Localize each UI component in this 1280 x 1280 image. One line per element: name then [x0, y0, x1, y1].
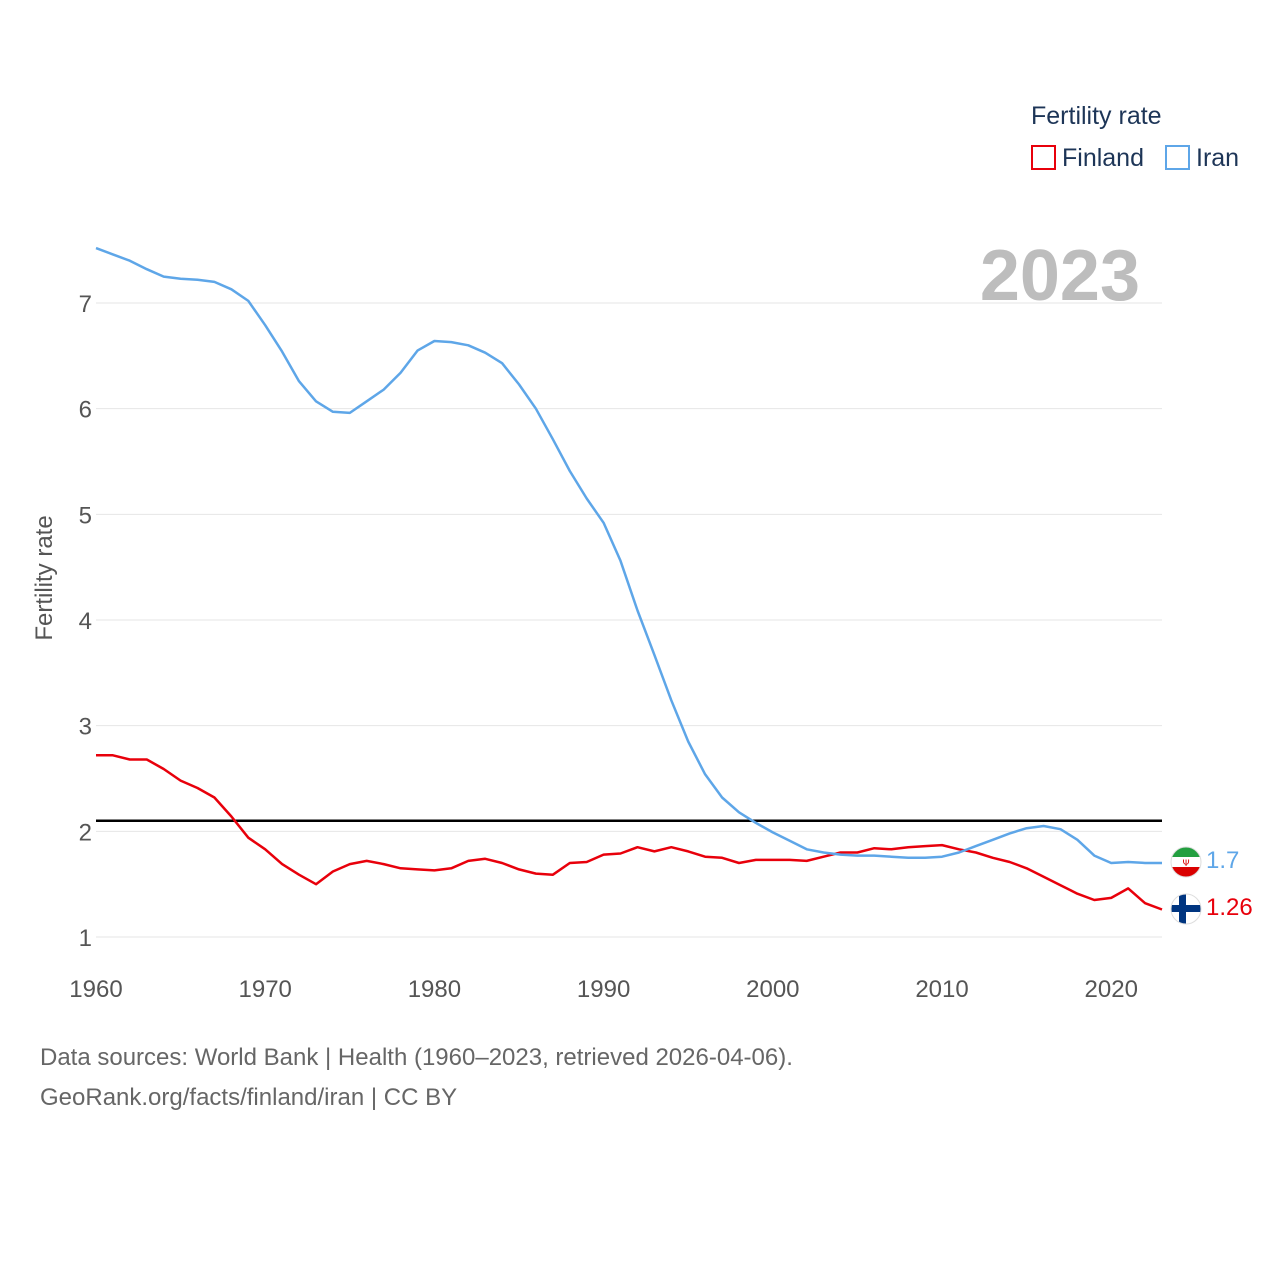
current-year-display: 2023	[980, 236, 1140, 316]
legend-item-iran[interactable]: Iran	[1165, 144, 1239, 172]
y-tick-label: 6	[79, 397, 92, 424]
x-tick-label: 2000	[746, 976, 799, 1003]
finland-end-value: 1.26	[1206, 894, 1253, 921]
series-line-finland[interactable]	[96, 754, 1163, 911]
legend: Fertility rate Finland Iran	[1031, 102, 1239, 172]
x-tick-label: 1990	[577, 976, 630, 1003]
y-tick-label: 4	[79, 608, 92, 635]
finland-flag-icon	[1170, 893, 1202, 925]
y-tick-label: 7	[79, 291, 92, 318]
series-lines	[95, 246, 1163, 911]
x-tick-label: 2010	[915, 976, 968, 1003]
legend-title: Fertility rate	[1031, 102, 1162, 130]
y-tick-label: 5	[79, 502, 92, 529]
y-axis-label: Fertility rate	[31, 515, 58, 640]
y-tick-label: 1	[79, 925, 92, 952]
legend-swatch-finland	[1031, 145, 1056, 170]
y-tick-label: 3	[79, 714, 92, 741]
legend-label-iran: Iran	[1196, 144, 1239, 172]
x-axis-ticks: 1960 1970 1980 1990 2000 2010 2020	[69, 976, 1138, 1003]
footer-sources: Data sources: World Bank | Health (1960–…	[40, 1044, 793, 1071]
series-line-iran[interactable]	[95, 246, 1162, 865]
y-axis-ticks: 1 2 3 4 5 6 7	[79, 291, 92, 952]
x-tick-label: 1960	[69, 976, 122, 1003]
footer-attribution[interactable]: GeoRank.org/facts/finland/iran | CC BY	[40, 1084, 458, 1111]
legend-swatch-iran	[1165, 145, 1190, 170]
iran-end-value: 1.7	[1206, 847, 1239, 874]
x-tick-label: 2020	[1085, 976, 1138, 1003]
grid-lines	[96, 302, 1162, 938]
legend-item-finland[interactable]: Finland	[1031, 144, 1144, 172]
x-tick-label: 1980	[408, 976, 461, 1003]
svg-text:Ψ: Ψ	[1182, 859, 1189, 869]
y-tick-label: 2	[79, 819, 92, 846]
legend-label-finland: Finland	[1062, 144, 1144, 172]
iran-flag-icon: Ψ	[1170, 846, 1202, 878]
x-tick-label: 1970	[239, 976, 292, 1003]
